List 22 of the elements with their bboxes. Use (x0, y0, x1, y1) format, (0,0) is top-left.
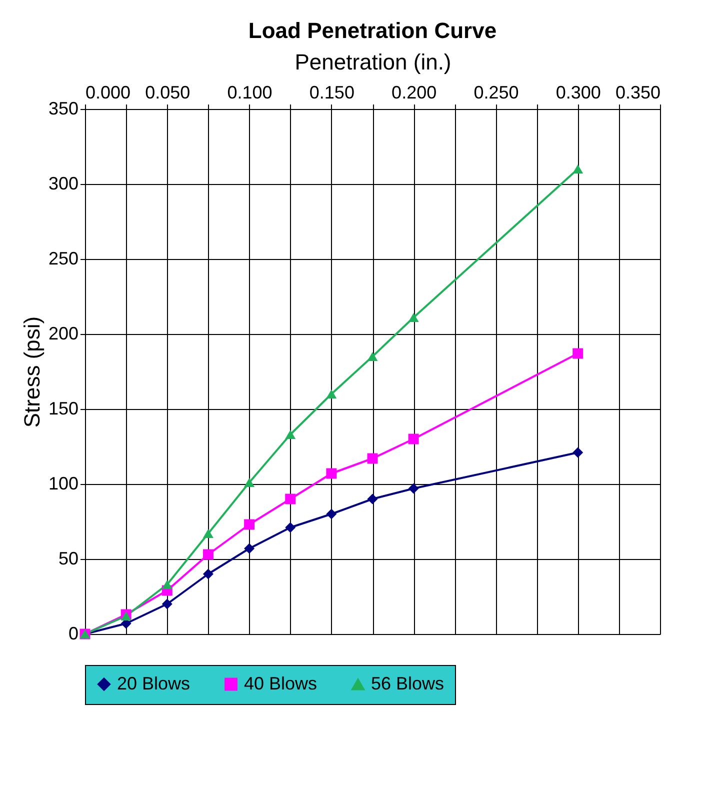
y-tick-label: 250 (48, 248, 78, 268)
y-tick-label: 200 (48, 324, 78, 344)
x-tick-label: 0.100 (227, 82, 272, 102)
x-tick-label: 0.200 (392, 82, 437, 102)
legend-label: 20 Blows (117, 673, 190, 694)
x-tick-label: 0.150 (309, 82, 354, 102)
y-tick-label: 300 (48, 174, 78, 194)
x-axis-title: Penetration (in.) (294, 50, 452, 74)
legend-label: 40 Blows (244, 673, 318, 694)
y-tick-label: 50 (58, 548, 78, 568)
y-tick-label: 350 (48, 98, 78, 118)
x-tick-label: 0.350 (615, 82, 660, 102)
x-tick-label: 0.000 (86, 82, 131, 102)
x-tick-label: 0.300 (556, 82, 601, 102)
x-tick-label: 0.050 (145, 82, 190, 102)
y-tick-label: 150 (48, 398, 78, 418)
x-tick-label: 0.250 (474, 82, 519, 102)
legend-label: 56 Blows (371, 674, 444, 694)
chart-title: Load Penetration Curve (248, 18, 497, 43)
y-axis-title: Stress (psi) (19, 316, 44, 428)
y-tick-label: 0 (68, 624, 78, 644)
y-tick-label: 100 (48, 474, 78, 494)
